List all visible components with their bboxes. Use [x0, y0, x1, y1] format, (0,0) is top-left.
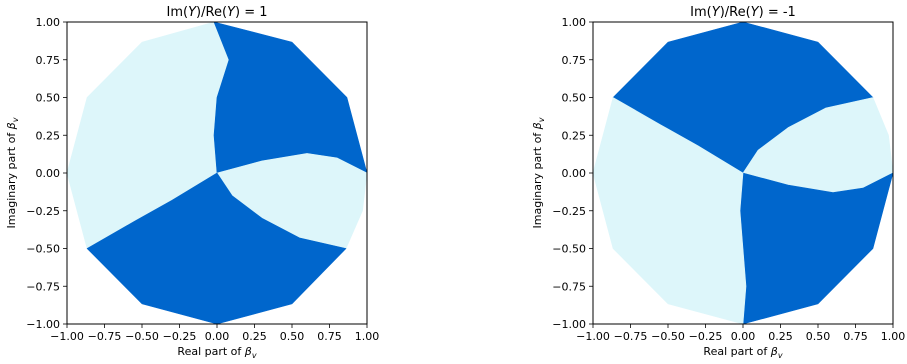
- x-tick-label: −0.25: [689, 330, 723, 343]
- y-tick-label: 0.00: [562, 167, 587, 180]
- x-tick-label: 0.50: [806, 330, 831, 343]
- x-tick-label: 0.00: [205, 330, 230, 343]
- region-dark-2: [213, 21, 368, 174]
- y-tick-label: 0.25: [36, 129, 61, 142]
- x-tick-label: 1.00: [355, 330, 380, 343]
- y-tick-label: −0.75: [26, 280, 60, 293]
- x-tick-label: 0.25: [242, 330, 267, 343]
- x-tick-label: 0.25: [768, 330, 793, 343]
- region-dark-4: [86, 172, 347, 325]
- x-tick-label: 0.00: [731, 330, 756, 343]
- region-dark-3: [739, 172, 894, 325]
- y-axis-label: Imaginary part of βv: [531, 117, 546, 228]
- y-tick-label: 0.75: [562, 54, 587, 67]
- y-axis-label: Imaginary part of βv: [5, 117, 20, 228]
- region-light-4: [592, 97, 747, 325]
- x-axis-label: Real part of βv: [703, 345, 782, 360]
- chart-title: Im(Y)/Re(Y) = -1: [690, 5, 796, 20]
- x-tick-label: 0.75: [317, 330, 342, 343]
- x-tick-label: −0.50: [651, 330, 685, 343]
- x-tick-label: −0.75: [614, 330, 648, 343]
- y-tick-label: 0.25: [562, 129, 587, 142]
- y-tick-label: 1.00: [562, 16, 587, 29]
- chart-panel-1: −1.00−1.00−0.75−0.75−0.50−0.50−0.25−0.25…: [5, 5, 379, 360]
- y-tick-label: 1.00: [36, 16, 61, 29]
- x-tick-label: −1.00: [576, 330, 610, 343]
- x-tick-label: 0.75: [843, 330, 868, 343]
- chart-title: Im(Y)/Re(Y) = 1: [167, 5, 268, 20]
- y-tick-label: −0.75: [552, 280, 586, 293]
- x-axis-label: Real part of βv: [177, 345, 256, 360]
- y-tick-label: 0.00: [36, 167, 61, 180]
- y-tick-label: −1.00: [26, 318, 60, 331]
- x-tick-label: 1.00: [881, 330, 906, 343]
- x-tick-label: −1.00: [50, 330, 84, 343]
- x-tick-label: −0.25: [163, 330, 197, 343]
- y-tick-label: −1.00: [552, 318, 586, 331]
- y-tick-label: 0.50: [562, 92, 587, 105]
- y-tick-label: −0.50: [26, 243, 60, 256]
- y-tick-label: 0.75: [36, 54, 61, 67]
- y-tick-label: −0.25: [552, 205, 586, 218]
- chart-panel-2: −1.00−1.00−0.75−0.75−0.50−0.50−0.25−0.25…: [531, 5, 905, 360]
- y-tick-label: −0.50: [552, 243, 586, 256]
- x-tick-label: −0.50: [125, 330, 159, 343]
- y-tick-label: 0.50: [36, 92, 61, 105]
- x-tick-label: −0.75: [88, 330, 122, 343]
- x-tick-label: 0.50: [280, 330, 305, 343]
- y-tick-label: −0.25: [26, 205, 60, 218]
